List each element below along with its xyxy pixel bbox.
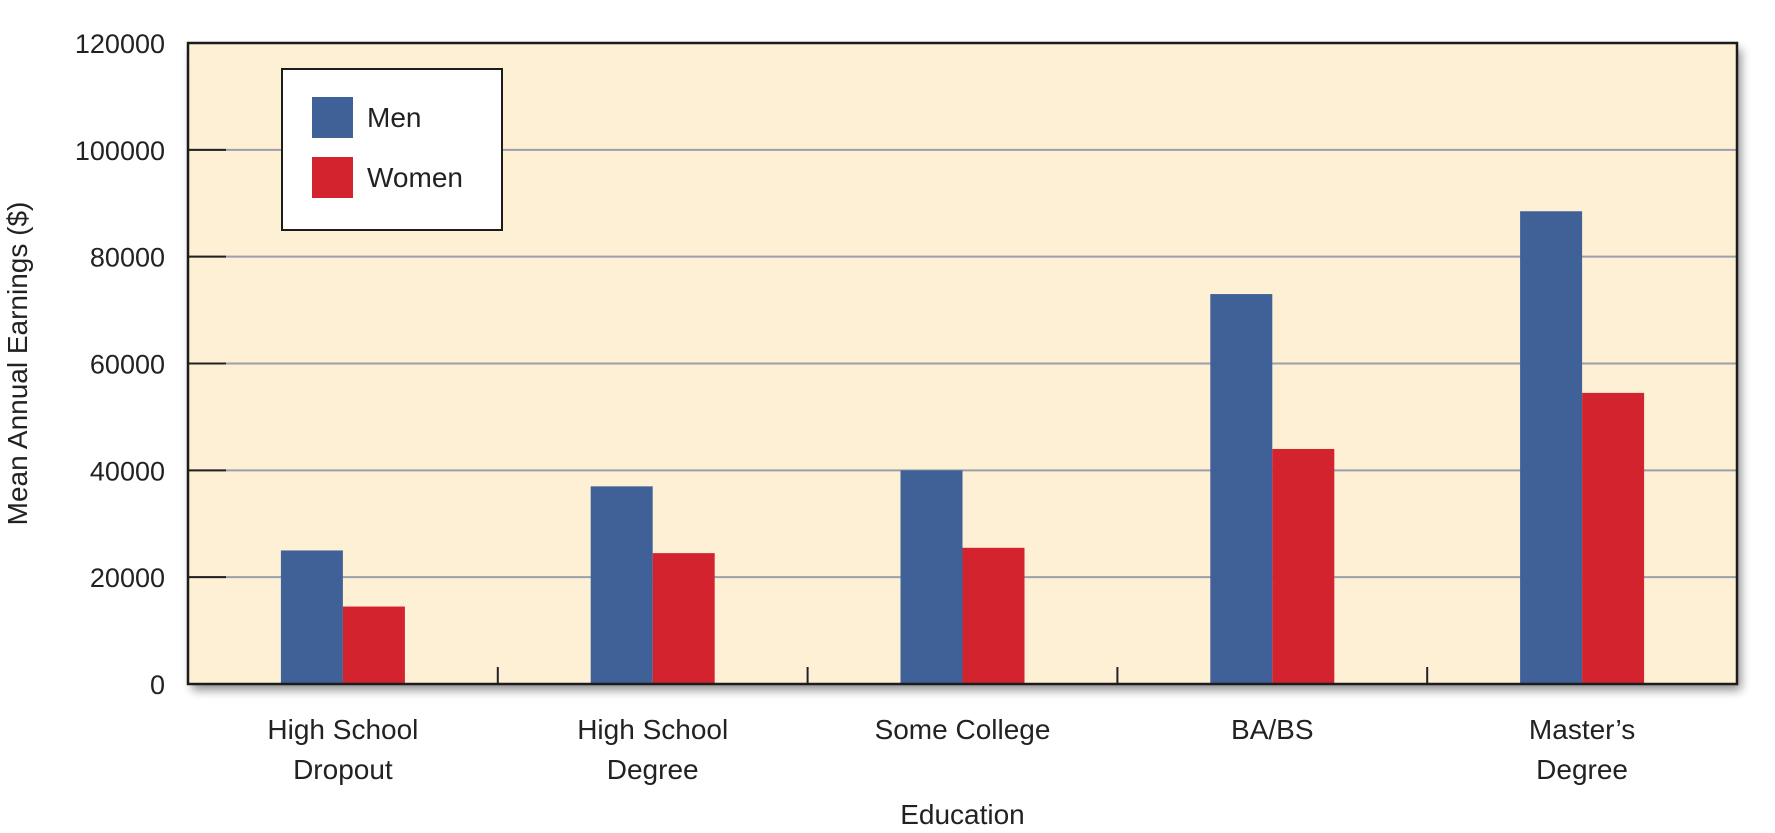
y-tick-label: 20000 xyxy=(90,563,165,593)
bar-men-2 xyxy=(900,470,963,684)
y-tick-label: 60000 xyxy=(90,350,165,380)
plot-frame xyxy=(186,41,1739,686)
x-category-label: High School Degree xyxy=(577,714,728,785)
x-category-label: Some College xyxy=(875,714,1051,745)
bar-women-4 xyxy=(1582,392,1645,684)
x-category-label: Master’s Degree xyxy=(1529,714,1635,785)
bar-women-2 xyxy=(962,547,1025,684)
legend: Men Women xyxy=(281,68,503,231)
legend-label-women: Women xyxy=(367,162,463,193)
y-tick-label: 40000 xyxy=(90,456,165,486)
bar-men-3 xyxy=(1210,294,1273,684)
y-tick-label: 80000 xyxy=(90,243,165,273)
legend-swatch-women xyxy=(312,157,353,198)
y-tick-labels: 0 20000 40000 60000 80000 100000 120000 xyxy=(75,29,165,700)
bar-women-1 xyxy=(652,553,715,684)
x-axis-title: Education xyxy=(900,799,1025,830)
bar-women-0 xyxy=(342,606,405,684)
bar-men-4 xyxy=(1520,211,1583,684)
y-axis-title: Mean Annual Earnings ($) xyxy=(2,202,33,526)
y-tick-label: 100000 xyxy=(75,136,165,166)
axes xyxy=(186,41,1739,686)
bar-men-1 xyxy=(590,486,653,684)
y-tick-label: 0 xyxy=(150,670,165,700)
legend-swatch-men xyxy=(312,97,353,138)
legend-label-men: Men xyxy=(367,102,421,133)
bar-men-0 xyxy=(280,550,343,684)
bars xyxy=(280,211,1645,684)
y-tick-label: 120000 xyxy=(75,29,165,59)
bar-women-3 xyxy=(1272,448,1335,684)
x-category-labels: High School Dropout High School Degree Some … xyxy=(267,714,1635,785)
x-category-label: BA/BS xyxy=(1231,714,1313,745)
x-category-label: High School Dropout xyxy=(267,714,418,785)
legend-box xyxy=(281,68,503,231)
